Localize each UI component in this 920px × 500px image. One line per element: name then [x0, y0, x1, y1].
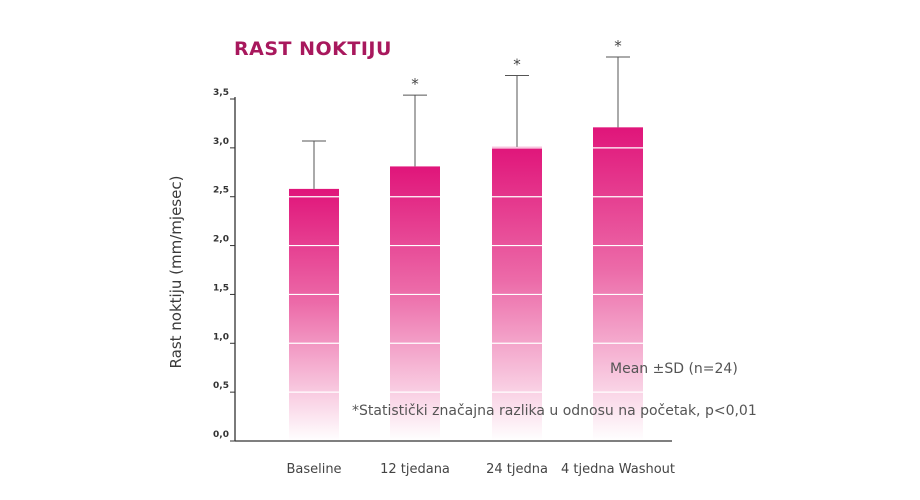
- x-tick-label-3: 24 tjedna: [486, 462, 548, 477]
- x-tick-label-4: 4 tjedna Washout: [561, 462, 675, 477]
- y-tick-label-2: 1,0: [213, 332, 229, 342]
- bar-2: [390, 166, 440, 441]
- chart-title: RAST NOKTIJU: [234, 38, 392, 60]
- significance-marker-2: *: [411, 75, 419, 93]
- significance-marker-4: *: [614, 37, 622, 55]
- y-tick-label-4: 2,0: [213, 235, 229, 245]
- y-tick-label-3: 1,5: [213, 283, 229, 293]
- y-tick-label-0: 0,0: [213, 430, 229, 440]
- stats-note: Mean ±SD (n=24): [610, 361, 738, 377]
- x-tick-label-1: Baseline: [286, 462, 341, 477]
- y-tick-label-7: 3,5: [213, 88, 229, 98]
- bar-1: [289, 188, 339, 441]
- y-tick-label-5: 2,5: [213, 186, 229, 196]
- bar-4: [593, 127, 643, 441]
- significance-marker-3: *: [513, 56, 521, 74]
- y-tick-label-1: 0,5: [213, 381, 229, 391]
- x-tick-label-2: 12 tjedana: [380, 462, 450, 477]
- y-tick-label-6: 3,0: [213, 137, 229, 147]
- significance-note: *Statistički značajna razlika u odnosu n…: [352, 403, 757, 419]
